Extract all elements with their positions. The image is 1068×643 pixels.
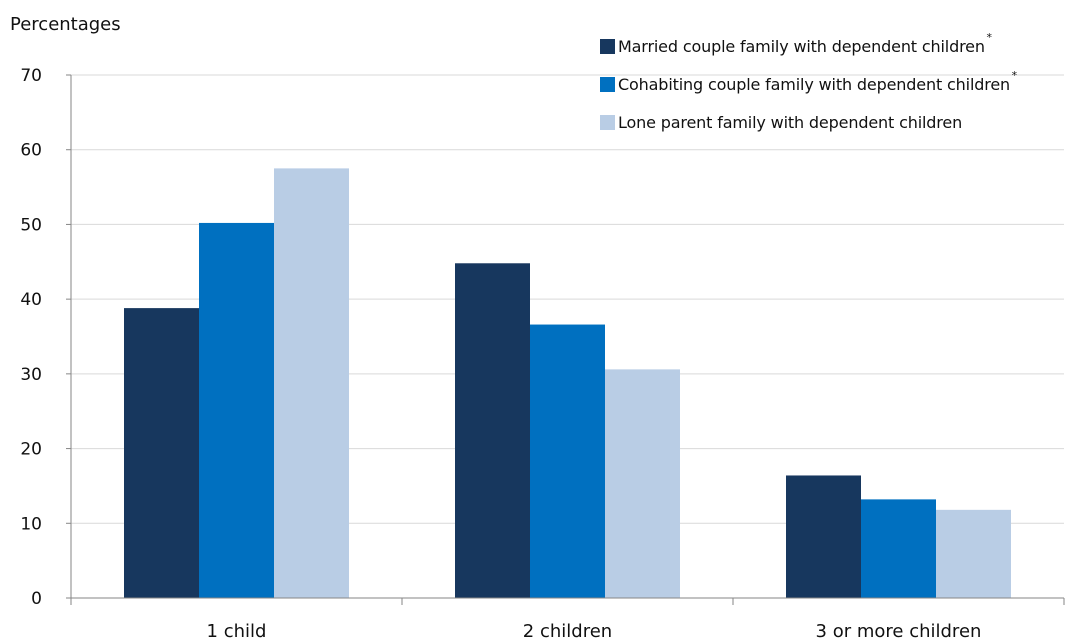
legend-text-married: Married couple family with dependent chi… <box>618 37 985 56</box>
legend-item-cohabiting: Cohabiting couple family with dependent … <box>600 70 1062 97</box>
bars <box>124 168 1011 599</box>
legend-item-married: Married couple family with dependent chi… <box>600 32 1062 59</box>
y-tick-label-70: 70 <box>20 66 42 86</box>
bar-1-child-series-3 <box>274 168 349 598</box>
x-tick-label-1-child: 1 child <box>207 621 267 642</box>
bar-1-child-series-1 <box>124 308 199 598</box>
legend: Married couple family with dependent chi… <box>600 32 1062 148</box>
bar-3-or-more-children-series-2 <box>861 499 936 598</box>
legend-swatch-cohabiting <box>600 77 615 92</box>
x-tick-label-2-children: 2 children <box>523 621 612 642</box>
legend-label-lone-parent: Lone parent family with dependent childr… <box>618 113 969 132</box>
axes <box>66 74 1065 605</box>
tick-labels: 0 10 20 30 40 50 60 70 1 child 2 children 3 or mor… <box>20 66 981 642</box>
bar-1-child-series-2 <box>199 222 274 599</box>
y-axis-title: Percentages <box>10 14 121 35</box>
legend-text-cohabiting: Cohabiting couple family with dependent … <box>618 75 1011 94</box>
legend-label-cohabiting: Cohabiting couple family with dependent … <box>618 70 1017 94</box>
y-tick-label-30: 30 <box>20 365 42 385</box>
bar-2-children-series-3 <box>605 369 680 598</box>
bar-3-or-more-children-series-1 <box>786 475 861 598</box>
legend-item-lone-parent: Lone parent family with dependent childr… <box>600 110 1062 135</box>
legend-marker-married: * <box>986 31 993 44</box>
y-tick-label-40: 40 <box>20 290 42 310</box>
legend-label-married: Married couple family with dependent chi… <box>618 32 992 56</box>
y-tick-label-0: 0 <box>31 589 42 609</box>
bar-3-or-more-children-series-3 <box>936 509 1011 598</box>
y-tick-label-50: 50 <box>20 215 42 235</box>
bar-2-children-series-2 <box>530 324 605 598</box>
bar-2-children-series-1 <box>455 263 530 598</box>
y-tick-label-60: 60 <box>20 141 42 161</box>
legend-text-lone-parent: Lone parent family with dependent childr… <box>618 113 963 132</box>
x-tick-label-3-or-more-children: 3 or more children <box>816 621 982 642</box>
legend-swatch-lone-parent <box>600 115 615 130</box>
y-tick-label-10: 10 <box>20 514 42 534</box>
y-tick-label-20: 20 <box>20 440 42 460</box>
legend-swatch-married <box>600 39 615 54</box>
legend-marker-cohabiting: * <box>1011 69 1018 82</box>
